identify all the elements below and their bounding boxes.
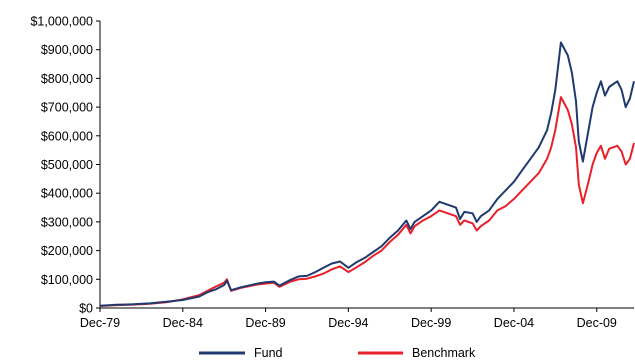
- y-tick-label: $400,000: [41, 187, 93, 201]
- y-tick-label: $800,000: [41, 72, 93, 86]
- legend-item-benchmark: Benchmark: [358, 346, 476, 360]
- legend: Fund Benchmark: [199, 346, 476, 360]
- y-tick-label: $100,000: [41, 273, 93, 287]
- series-layer: [99, 41, 635, 307]
- y-tick-label: $600,000: [41, 129, 93, 143]
- x-tick-label: Dec-99: [411, 316, 451, 330]
- y-tick-label: $0: [79, 302, 93, 316]
- y-tick-label: $200,000: [41, 244, 93, 258]
- legend-item-fund: Fund: [199, 346, 283, 360]
- x-axis: Dec-79 Dec-84 Dec-89 Dec-94 Dec-99 Dec-04 Dec-…: [80, 307, 634, 330]
- y-axis: $0 $100,000 $200,000 $300,000 $400,000 $500,0…: [30, 15, 101, 316]
- series-line-fund: [99, 41, 635, 307]
- legend-label-benchmark: Benchmark: [412, 346, 476, 360]
- x-tick-label: Dec-09: [577, 316, 617, 330]
- x-tick-label: Dec-89: [245, 316, 285, 330]
- y-axis-ticks: $0 $100,000 $200,000 $300,000 $400,000 $500,0…: [30, 15, 100, 316]
- y-tick-label: $900,000: [41, 43, 93, 57]
- series-line-benchmark: [99, 96, 635, 307]
- x-axis-ticks: Dec-79 Dec-84 Dec-89 Dec-94 Dec-99 Dec-04 Dec-…: [80, 308, 617, 330]
- y-tick-label: $1,000,000: [30, 15, 93, 29]
- x-tick-label: Dec-79: [80, 316, 120, 330]
- legend-label-fund: Fund: [254, 346, 283, 360]
- x-tick-label: Dec-04: [494, 316, 534, 330]
- y-tick-label: $700,000: [41, 101, 93, 115]
- y-tick-label: $500,000: [41, 158, 93, 172]
- y-tick-label: $300,000: [41, 215, 93, 229]
- x-tick-label: Dec-94: [328, 316, 368, 330]
- x-tick-label: Dec-84: [163, 316, 203, 330]
